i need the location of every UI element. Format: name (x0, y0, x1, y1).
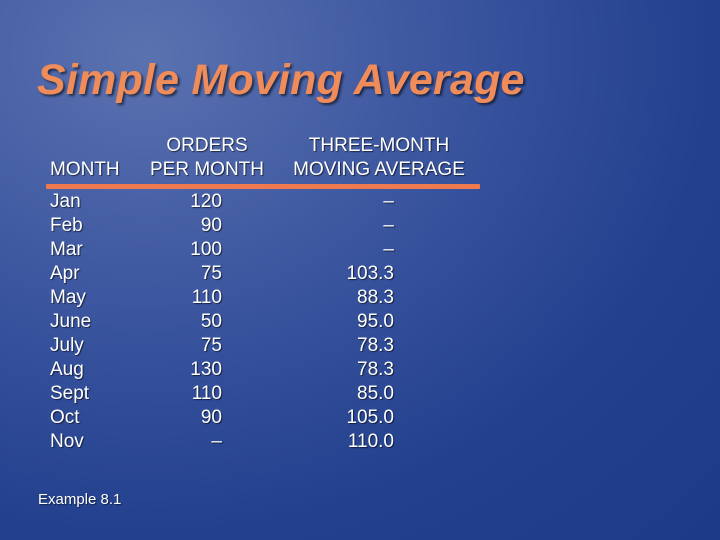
orders-cell: 110 (191, 383, 222, 404)
average-cell: 105.0 (346, 407, 394, 428)
orders-column-header: ORDERS PER MONTH (144, 134, 270, 182)
month-cell: Mar (50, 239, 83, 260)
month-cell: Jan (50, 191, 81, 212)
orders-cell: 120 (190, 191, 222, 212)
orders-cell: 90 (200, 407, 222, 428)
average-cell: – (383, 215, 394, 236)
average-cell: 110.0 (347, 431, 394, 452)
month-cell: Nov (50, 431, 84, 452)
average-cell: 78.3 (357, 359, 394, 380)
month-cell: Aug (50, 359, 84, 380)
slide-title: Simple Moving Average (37, 56, 525, 104)
average-cell: – (383, 239, 394, 260)
orders-cell: 75 (200, 263, 222, 284)
orders-cell: – (211, 431, 222, 452)
example-footnote: Example 8.1 (38, 491, 122, 508)
orders-cell: 100 (190, 239, 222, 260)
header-divider (46, 184, 480, 189)
orders-column: 120 90 100 75 110 50 75 130 110 90 – (150, 190, 222, 454)
month-cell: July (50, 335, 84, 356)
average-column-header: THREE-MONTH MOVING AVERAGE (282, 134, 476, 182)
month-cell: Apr (50, 263, 80, 284)
average-cell: 95.0 (357, 311, 394, 332)
average-column: – – – 103.3 88.3 95.0 78.3 78.3 85.0 105.0 110.0 (300, 190, 394, 454)
average-cell: 103.3 (346, 263, 394, 284)
month-cell: Sept (50, 383, 90, 404)
average-cell: – (383, 191, 394, 212)
month-column-header: MONTH (50, 158, 120, 182)
month-header-label: MONTH (50, 159, 120, 180)
orders-cell: 110 (191, 287, 222, 308)
month-cell: Feb (50, 215, 83, 236)
month-column: Jan Feb Mar Apr May June July Aug Sept Oct Nov (50, 190, 91, 454)
month-cell: Oct (50, 407, 80, 428)
orders-header-line2: PER MONTH (150, 159, 264, 180)
orders-cell: 90 (200, 215, 222, 236)
orders-cell: 75 (200, 335, 222, 356)
month-cell: May (50, 287, 86, 308)
average-cell: 88.3 (357, 287, 394, 308)
orders-cell: 50 (200, 311, 222, 332)
month-cell: June (50, 311, 92, 332)
average-header-line1: THREE-MONTH (308, 135, 450, 156)
average-cell: 78.3 (357, 335, 394, 356)
orders-header-line1: ORDERS (166, 135, 248, 156)
average-header-line2: MOVING AVERAGE (293, 159, 465, 180)
orders-cell: 130 (190, 359, 222, 380)
average-cell: 85.0 (357, 383, 394, 404)
